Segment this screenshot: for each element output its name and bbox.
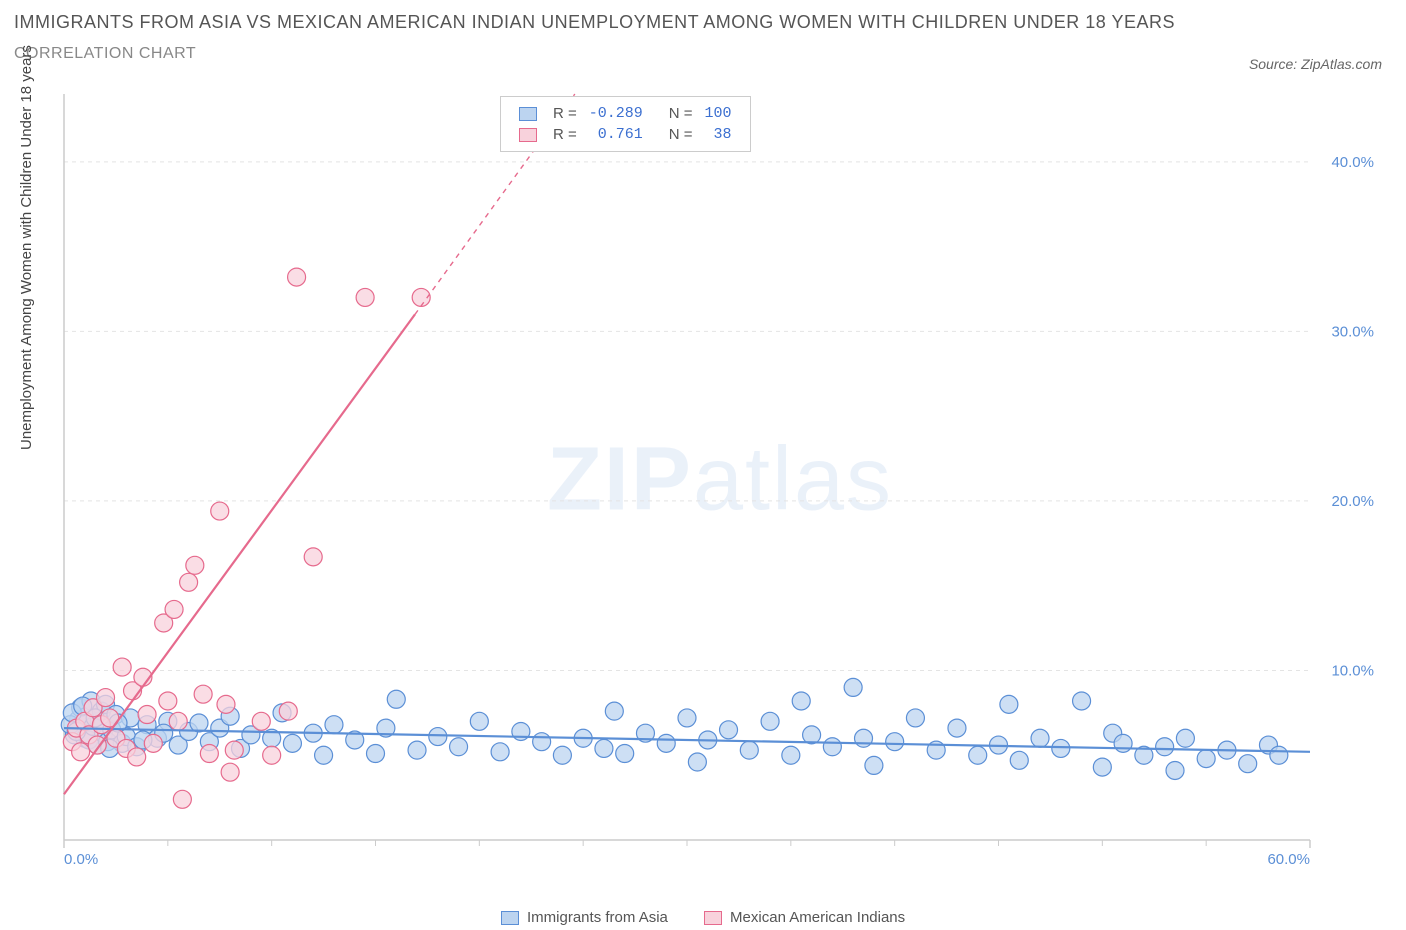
scatter-plot: 10.0% 20.0% 30.0% 40.0% 0.0% 60.0%: [60, 90, 1380, 870]
legend-stats-box: R =-0.289N =100R =0.761N =38: [500, 96, 751, 152]
y-axis-label: Unemployment Among Women with Children U…: [18, 45, 35, 450]
legend-item-mexican: Mexican American Indians: [704, 909, 905, 926]
source-attribution: Source: ZipAtlas.com: [1249, 56, 1382, 72]
svg-text:20.0%: 20.0%: [1331, 493, 1374, 510]
svg-text:0.0%: 0.0%: [64, 851, 98, 868]
main-title: IMMIGRANTS FROM ASIA VS MEXICAN AMERICAN…: [14, 12, 1392, 33]
svg-text:30.0%: 30.0%: [1331, 323, 1374, 340]
sub-title: CORRELATION CHART: [14, 45, 1392, 63]
svg-text:10.0%: 10.0%: [1331, 662, 1374, 679]
svg-text:40.0%: 40.0%: [1331, 154, 1374, 171]
bottom-legend: Immigrants from Asia Mexican American In…: [0, 909, 1406, 926]
legend-item-asia: Immigrants from Asia: [501, 909, 668, 926]
svg-text:60.0%: 60.0%: [1267, 851, 1310, 868]
chart-area: ZIPatlas 10.0%20.0%30.0%40.0%0.0%60.0% R…: [60, 90, 1380, 870]
